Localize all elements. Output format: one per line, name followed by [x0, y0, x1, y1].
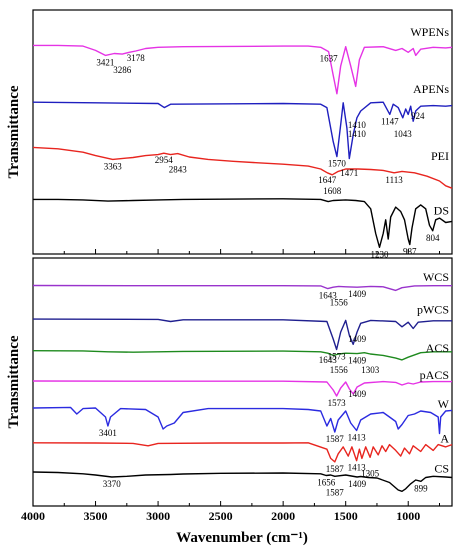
series-label-w: W [438, 397, 450, 411]
peak-annotation: 899 [414, 483, 428, 493]
series-line-wcs [32, 284, 452, 292]
series-label-acs: ACS [426, 341, 449, 355]
peak-annotation: 1147 [381, 116, 399, 126]
series-line-ds [33, 198, 453, 248]
series-label-cs: CS [434, 462, 449, 476]
peak-annotation: 1410 [348, 120, 367, 130]
series-line-apens [32, 101, 453, 160]
x-tick-label: 2500 [209, 509, 233, 523]
peak-annotation: 1043 [394, 129, 413, 139]
peak-annotation: 1556 [330, 297, 349, 307]
tick-layer: 4000 3500 3000 2500 2000 1500 1000 [21, 249, 440, 523]
peak-annotation: 1305 [361, 468, 380, 478]
peak-annotation: 1556 [330, 365, 349, 375]
peak-annotation: 1409 [348, 334, 367, 344]
series-label-a: A [440, 431, 449, 445]
peak-annotation: 1587 [326, 464, 345, 474]
series-label-pei: PEI [431, 149, 449, 163]
series-line-a [32, 442, 453, 463]
peak-annotation: 1608 [323, 186, 342, 196]
plot-frame-top [32, 9, 453, 255]
peak-annotation: 1656 [317, 478, 336, 488]
peak-annotation: 1637 [320, 54, 339, 64]
peak-annotation: 1409 [348, 289, 367, 299]
peak-annotation: 1409 [348, 479, 367, 489]
peak-annotation: 1647 [318, 175, 337, 185]
peak-annotation: 1410 [348, 129, 367, 139]
peak-annotation: 1643 [319, 291, 338, 301]
peak-annotation: 3370 [103, 479, 122, 489]
peak-annotation: 1409 [348, 389, 367, 399]
series-line-cs [32, 471, 453, 492]
series-label-pacs: pACS [420, 368, 449, 382]
series-line-w [32, 406, 453, 435]
x-tick-label: 3000 [146, 509, 170, 523]
peak-annotation: 1573 [328, 352, 347, 362]
x-tick-label: 3500 [84, 509, 108, 523]
series-label-apens: APENs [413, 82, 449, 96]
peak-annotation: 1413 [348, 463, 367, 473]
x-tick-label: 1000 [396, 509, 420, 523]
series-line-pwcs [32, 318, 452, 351]
series-label-ds: DS [434, 204, 449, 218]
series-label-wcs: WCS [423, 270, 449, 284]
peak-annotation: 1573 [328, 398, 347, 408]
peak-annotation: 2954 [155, 155, 174, 165]
peak-annotation: 1230 [371, 249, 390, 259]
peak-annotation: 3286 [113, 65, 132, 75]
peak-annotation: 804 [426, 233, 440, 243]
series-label-pwcs: pWCS [417, 303, 449, 317]
peak-annotation: 1471 [340, 168, 358, 178]
peak-annotation: 1303 [361, 365, 380, 375]
peak-annotation: 1643 [319, 355, 338, 365]
x-axis-label: Wavenumber (cm⁻¹) [176, 530, 308, 546]
y-axis-label-top: Transmittance [6, 85, 22, 178]
series-line-pei [32, 146, 453, 189]
series-label-wpens: WPENs [410, 25, 449, 39]
y-axis-label-bottom: Transmittance [6, 335, 22, 428]
series-layer [32, 44, 453, 492]
peak-annotation: 987 [403, 247, 417, 257]
x-tick-label: 4000 [21, 509, 45, 523]
peak-annotation: 1113 [385, 175, 403, 185]
peak-annotation: 1587 [326, 434, 345, 444]
peak-annotation: 1413 [348, 433, 367, 443]
peak-annotation: 3363 [104, 161, 123, 171]
peak-annotation: 924 [411, 111, 425, 121]
series-line-pacs [32, 380, 452, 397]
series-line-acs [32, 350, 452, 361]
x-tick-label: 2000 [271, 509, 295, 523]
series-line-wpens [33, 44, 453, 95]
peak-annotation: 1409 [348, 356, 367, 366]
peak-annotation: 2843 [169, 165, 188, 175]
peak-annotation: 1587 [326, 487, 345, 497]
peak-annotation: 3421 [96, 57, 114, 67]
peak-annotation: 3401 [99, 428, 117, 438]
x-tick-label: 1500 [334, 509, 358, 523]
peak-annotation: 1570 [328, 159, 347, 169]
peak-annotation: 3178 [127, 53, 146, 63]
